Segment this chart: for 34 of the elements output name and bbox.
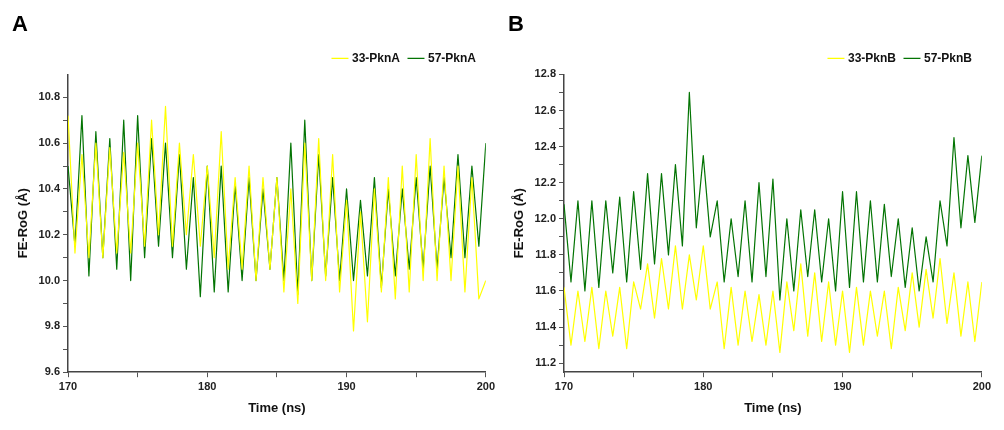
y-tick-label: 12.2 bbox=[534, 175, 557, 188]
y-axis-title: FE-RoG (Å) bbox=[511, 188, 527, 259]
legend-label: 57-PknB bbox=[923, 50, 973, 65]
y-tick-label: 10.0 bbox=[38, 273, 61, 286]
y-tick-label: 9.8 bbox=[44, 319, 61, 332]
x-tick-label: 200 bbox=[972, 379, 991, 392]
legend-label: 57-PknA bbox=[427, 50, 477, 65]
x-axis-title: Time (ns) bbox=[248, 399, 306, 415]
y-tick-label: 12.8 bbox=[534, 67, 557, 80]
x-tick-label: 170 bbox=[554, 379, 574, 392]
y-tick-label: 10.4 bbox=[38, 181, 61, 194]
x-tick-label: 190 bbox=[337, 379, 356, 392]
y-tick-label: 11.2 bbox=[535, 356, 557, 369]
x-tick-label: 200 bbox=[476, 379, 495, 392]
y-tick-label: 11.4 bbox=[535, 320, 557, 333]
legend-label: 33-PknA bbox=[351, 50, 401, 65]
chart-title: A bbox=[12, 11, 28, 37]
x-axis-title: Time (ns) bbox=[744, 399, 802, 415]
y-tick-label: 11.8 bbox=[535, 247, 557, 260]
y-tick-label: 10.8 bbox=[38, 90, 61, 103]
y-axis-title: FE-RoG (Å) bbox=[15, 188, 31, 259]
x-tick-label: 180 bbox=[198, 379, 217, 392]
y-tick-label: 10.2 bbox=[38, 227, 61, 240]
y-tick-label: 12.4 bbox=[534, 139, 557, 152]
y-tick-label: 11.6 bbox=[535, 284, 557, 297]
y-tick-label: 9.6 bbox=[44, 365, 61, 378]
chart-title: B bbox=[508, 11, 524, 37]
x-tick-label: 170 bbox=[58, 379, 78, 392]
y-tick-label: 12.0 bbox=[534, 211, 557, 224]
x-tick-label: 180 bbox=[694, 379, 713, 392]
legend-label: 33-PknB bbox=[847, 50, 897, 65]
x-tick-label: 190 bbox=[833, 379, 852, 392]
y-tick-label: 12.6 bbox=[534, 103, 557, 116]
y-tick-label: 10.6 bbox=[38, 136, 61, 149]
